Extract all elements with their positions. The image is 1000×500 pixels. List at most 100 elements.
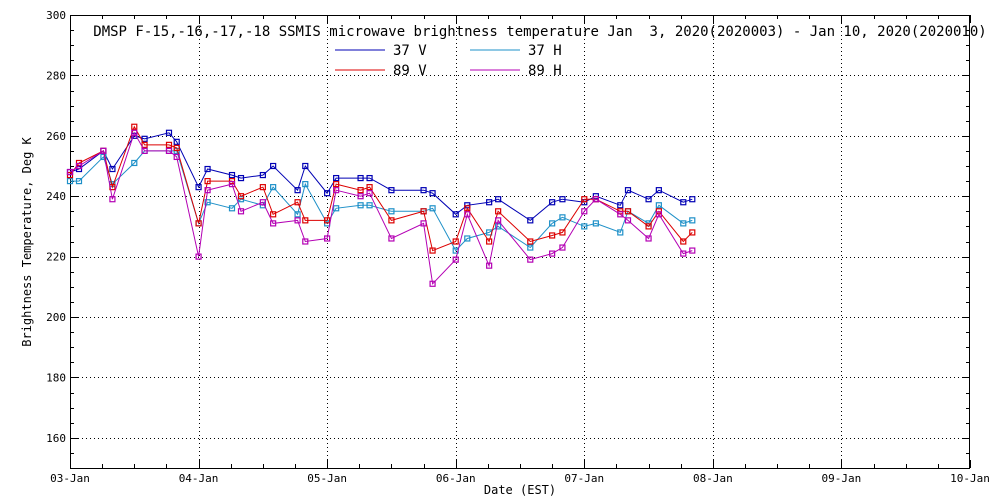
data-point	[204, 165, 211, 173]
data-point	[131, 123, 138, 130]
data-point	[259, 184, 266, 191]
y-tick-label: 200	[46, 311, 66, 324]
x-axis-title: Date (EST)	[484, 483, 556, 497]
data-point	[366, 190, 373, 197]
data-point	[333, 205, 340, 212]
data-point	[617, 229, 624, 236]
x-tick-label: 08-Jan	[693, 472, 733, 485]
data-point	[141, 135, 148, 142]
data-point	[559, 229, 566, 236]
legend-label: 37 V	[393, 43, 427, 59]
data-point	[357, 187, 364, 194]
y-tick-label: 220	[46, 251, 66, 264]
data-point	[75, 178, 83, 185]
data-point	[581, 223, 588, 230]
data-point	[270, 184, 277, 191]
data-point	[75, 162, 83, 170]
data-point	[388, 208, 395, 215]
data-point	[302, 217, 309, 224]
data-point	[259, 199, 266, 206]
y-axis-title: Brightness Temperature, Deg K	[20, 136, 34, 346]
data-point	[141, 141, 148, 148]
data-point	[420, 220, 427, 227]
data-point	[357, 202, 364, 209]
x-tick-label: 05-Jan	[307, 472, 347, 485]
data-point	[495, 223, 502, 230]
data-point	[689, 229, 696, 236]
data-point	[228, 181, 236, 188]
data-point	[173, 153, 180, 161]
data-point	[549, 199, 556, 206]
data-point	[259, 171, 266, 179]
data-point	[302, 238, 309, 245]
data-point	[592, 196, 599, 203]
data-point	[100, 147, 107, 154]
data-point	[486, 238, 493, 245]
data-point	[420, 208, 427, 215]
data-point	[549, 250, 556, 257]
data-point	[527, 244, 534, 251]
x-tick-label: 06-Jan	[436, 472, 476, 485]
legend-label: 89 H	[528, 63, 562, 79]
data-point	[464, 205, 471, 212]
data-point	[527, 238, 534, 245]
data-point	[294, 217, 301, 224]
axis-ticks: 03-Jan 04-Jan 05-Jan 06-Jan 07-Jan 08-Jan 09-J…	[46, 9, 990, 485]
y-tick-label: 180	[46, 371, 66, 384]
data-point	[624, 208, 632, 215]
data-point	[204, 199, 211, 206]
plot-frame	[70, 15, 970, 469]
data-point	[294, 211, 301, 218]
data-point	[624, 187, 632, 194]
data-point	[366, 184, 373, 191]
data-point	[366, 174, 373, 182]
data-point	[324, 190, 331, 197]
data-point	[645, 196, 652, 203]
data-point	[429, 280, 436, 287]
data-point	[66, 168, 74, 176]
data-point	[270, 162, 277, 170]
data-point	[486, 199, 493, 206]
data-series	[66, 123, 696, 287]
data-point	[452, 211, 459, 218]
data-point	[617, 202, 624, 209]
data-point	[165, 141, 173, 148]
series-89-h	[66, 129, 696, 287]
series-line-37-v	[69, 132, 693, 222]
data-point	[689, 196, 696, 203]
data-point	[420, 187, 427, 194]
data-point	[527, 217, 534, 224]
data-point	[165, 129, 173, 136]
series-line-37-h	[70, 150, 693, 252]
x-tick-label: 04-Jan	[179, 472, 219, 485]
data-point	[680, 199, 687, 206]
legend: 37 V 37 H 89 V 89 H	[335, 43, 562, 79]
data-point	[495, 217, 502, 224]
data-point	[495, 196, 502, 203]
data-point	[429, 247, 436, 254]
data-point	[109, 196, 116, 203]
data-point	[204, 187, 211, 194]
data-point	[228, 205, 236, 212]
data-point	[655, 187, 662, 194]
x-tick-label: 10-Jan	[950, 472, 990, 485]
data-point	[333, 187, 340, 194]
y-tick-label: 300	[46, 9, 66, 22]
data-point	[270, 211, 277, 218]
data-point	[581, 196, 588, 203]
data-point	[549, 220, 556, 227]
data-point	[559, 214, 566, 221]
data-point	[527, 256, 534, 263]
data-point	[294, 199, 301, 206]
data-point	[689, 217, 696, 224]
data-point	[429, 190, 436, 197]
series-37-h	[66, 147, 696, 254]
data-point	[452, 256, 459, 263]
series-89-v	[66, 123, 696, 254]
data-point	[131, 129, 138, 136]
data-point	[592, 220, 599, 227]
data-point	[228, 171, 236, 179]
data-point	[109, 165, 116, 173]
x-tick-label: 03-Jan	[50, 472, 90, 485]
